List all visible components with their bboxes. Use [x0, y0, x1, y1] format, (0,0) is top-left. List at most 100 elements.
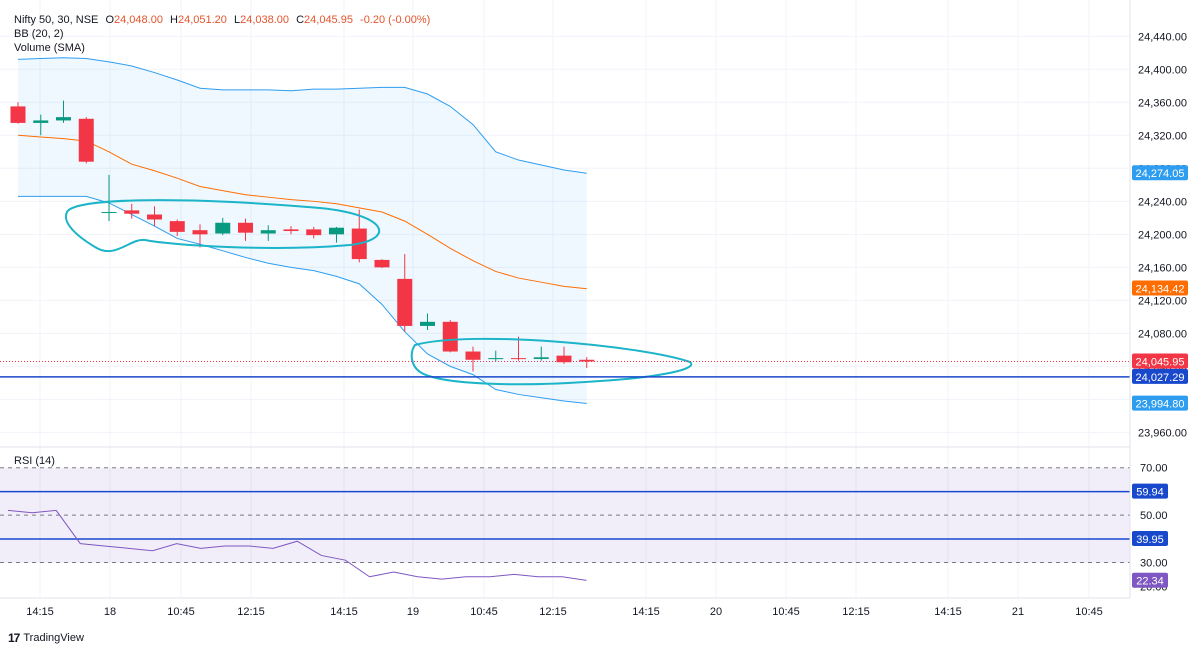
rsi-level-label-text: 59.94	[1136, 487, 1164, 499]
price-tick-label: 23,960.00	[1138, 427, 1187, 439]
candle	[78, 117, 94, 164]
price-label: 24,274.05	[1132, 165, 1188, 181]
low-label: L	[233, 14, 241, 26]
price-tick-label: 24,440.00	[1138, 31, 1187, 43]
candle-body	[283, 229, 299, 232]
bb-lower-line	[18, 195, 587, 405]
price-label-text: 24,045.95	[1136, 356, 1185, 368]
candles	[10, 100, 595, 372]
candle	[192, 224, 208, 248]
candle-body	[147, 214, 162, 220]
bollinger-bands	[17, 57, 587, 405]
time-tick-label: 12:15	[539, 606, 567, 618]
open-label: O	[105, 14, 114, 26]
low-value: 24,038.00	[240, 14, 290, 26]
candle-body	[579, 359, 595, 362]
time-tick-label: 19	[407, 606, 419, 618]
price-label: 24,134.42	[1132, 280, 1188, 296]
rsi-tick-label: 30.00	[1140, 558, 1168, 570]
price-label: 24,045.95	[1132, 353, 1188, 369]
candle-body	[215, 222, 231, 234]
candle-body	[329, 227, 344, 235]
rsi-indicator	[0, 467, 1130, 581]
price-label-text: 24,134.42	[1136, 283, 1185, 295]
candle	[283, 226, 299, 235]
price-label-bg	[1132, 353, 1188, 369]
rsi-current-label: 22.34	[1132, 572, 1168, 588]
candle-body	[397, 278, 413, 326]
price-tick-label: 24,080.00	[1138, 328, 1187, 340]
rsi-band-fill	[0, 467, 1130, 563]
time-tick-label: 14:15	[26, 606, 54, 618]
candle	[306, 226, 322, 239]
candle	[10, 102, 26, 124]
price-tick-label: 24,400.00	[1138, 64, 1187, 76]
time-tick-label: 21	[1012, 606, 1024, 618]
candle	[329, 226, 344, 243]
brand-label: TradingView	[23, 632, 84, 644]
rsi-pane[interactable]	[0, 450, 1130, 598]
candle-body	[78, 118, 94, 162]
time-tick-label: 18	[104, 606, 116, 618]
price-label-text: 24,274.05	[1136, 168, 1185, 180]
candle-body	[56, 117, 71, 121]
candle-body	[260, 230, 276, 234]
time-tick-label: 12:15	[842, 606, 870, 618]
rsi-level-label-bg	[1132, 530, 1168, 546]
candle	[260, 225, 276, 241]
tradingview-logo[interactable]: 17 TradingView	[8, 631, 84, 645]
rsi-line	[7, 509, 587, 581]
candle-body	[556, 355, 572, 363]
bb-fill	[18, 57, 587, 404]
bb-basis-line	[17, 134, 587, 290]
candle	[147, 206, 162, 227]
candle	[238, 218, 253, 241]
candle	[511, 336, 526, 361]
time-tick-label: 12:15	[237, 606, 265, 618]
candle	[101, 174, 117, 222]
rsi-tick-label: 50.00	[1140, 510, 1168, 522]
price-tick-label: 24,240.00	[1138, 196, 1187, 208]
candle-body	[488, 358, 504, 360]
horizontal-lines	[0, 360, 1130, 378]
candle-body	[442, 321, 458, 352]
bb-legend[interactable]: BB (20, 2)	[14, 28, 64, 40]
rsi-legend[interactable]: RSI (14)	[14, 455, 55, 467]
candle	[533, 346, 549, 361]
change-value: -0.20 (-0.00%)	[360, 14, 431, 26]
price-label-text: 24,027.29	[1136, 372, 1185, 384]
time-tick-label: 14:15	[632, 606, 660, 618]
candle	[169, 219, 185, 236]
candle-body	[10, 106, 26, 123]
candle-body	[374, 259, 390, 268]
high-label: H	[170, 14, 178, 26]
rsi-current-label-text: 22.34	[1136, 576, 1164, 588]
candle-body	[101, 212, 117, 214]
price-tick-label: 24,160.00	[1138, 262, 1187, 274]
ohlc-legend: Nifty 50, 30, NSE O24,048.00 H24,051.20 …	[14, 14, 430, 27]
price-pane[interactable]	[0, 0, 1130, 446]
annotation-ellipse-2	[410, 337, 693, 386]
candle	[420, 313, 435, 331]
price-label-bg	[1132, 165, 1188, 181]
rsi-level-label-bg	[1132, 483, 1168, 499]
candle	[56, 100, 71, 123]
price-label: 24,027.29	[1132, 368, 1188, 384]
candle-body	[238, 222, 253, 233]
candle	[397, 254, 413, 332]
price-tick-label: 24,360.00	[1138, 97, 1187, 109]
axes: 24,440.00 24,400.00 24,360.00 24,320.00 24,2…	[0, 0, 1188, 618]
candle	[488, 350, 504, 362]
time-tick-label: 10:45	[470, 606, 498, 618]
price-tick-label: 24,200.00	[1138, 229, 1187, 241]
close-value: 24,045.95	[304, 14, 353, 26]
volume-legend[interactable]: Volume (SMA)	[14, 42, 85, 54]
price-label-bg	[1132, 368, 1188, 384]
candle	[374, 259, 390, 269]
time-tick-label: 10:45	[167, 606, 195, 618]
candle	[33, 114, 49, 136]
candle-body	[465, 351, 481, 360]
price-label-bg	[1132, 280, 1188, 296]
time-tick-label: 10:45	[1075, 606, 1103, 618]
